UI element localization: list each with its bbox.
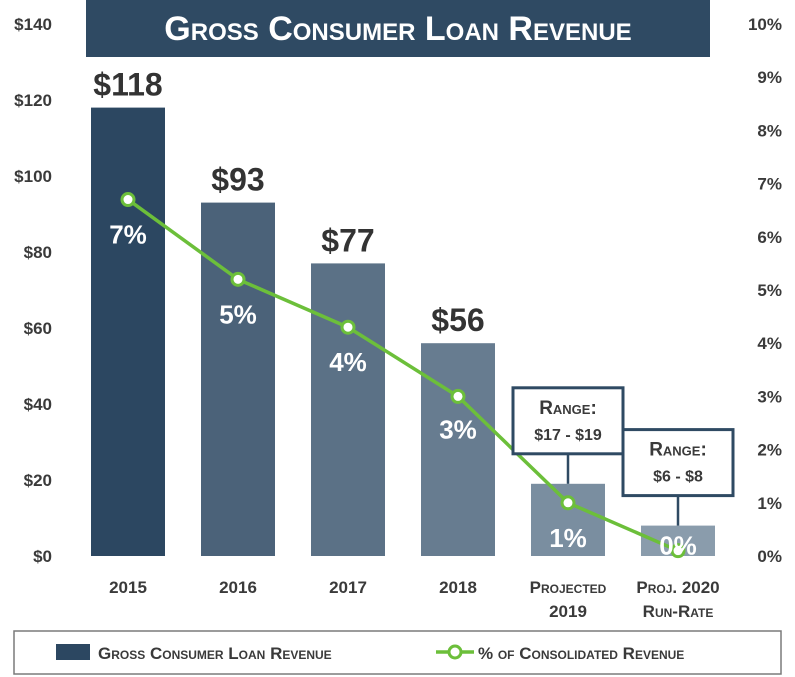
left-axis-tick-label: $80 — [24, 243, 52, 262]
line-point-label: 3% — [439, 414, 477, 444]
range-callouts: Range: $17 - $19 Range: $6 - $8 — [511, 386, 735, 526]
bar-value-label: $93 — [211, 162, 264, 198]
legend: Gross Consumer Loan Revenue % of Consolid… — [13, 630, 782, 675]
title-banner — [86, 0, 710, 57]
right-axis-tick-label: 3% — [757, 387, 782, 406]
line-point-label: 4% — [329, 347, 367, 377]
right-axis-tick-label: 6% — [757, 228, 782, 247]
bar-value-label: $56 — [431, 302, 484, 338]
x-tick-label: 2016 — [219, 578, 257, 597]
x-tick-label: 2019 — [549, 602, 587, 621]
line-point — [340, 319, 356, 335]
x-tick-label: Run-Rate — [643, 602, 714, 621]
right-axis-tick-label: 7% — [757, 175, 782, 194]
x-tick-label: Projected — [530, 578, 607, 597]
line-point — [670, 543, 686, 559]
range-callout-box — [621, 428, 735, 498]
legend-line-label: % of Consolidated Revenue — [478, 644, 684, 663]
x-axis: 2015 2016 2017 2018 Projected 2019 Proj. 2020 R… — [109, 578, 720, 621]
range-callout-text: Range: — [539, 398, 597, 419]
line-point — [120, 192, 136, 208]
line-point — [450, 388, 466, 404]
left-axis-tick-label: $20 — [24, 471, 52, 490]
legend-bar-label: Gross Consumer Loan Revenue — [98, 644, 332, 663]
left-axis-tick-label: $140 — [14, 15, 52, 34]
bar — [311, 263, 385, 556]
left-axis: $0 $20 $40 $60 $80 $100 $120 $140 — [14, 15, 52, 566]
x-tick-label: 2017 — [329, 578, 367, 597]
legend-frame — [13, 630, 782, 675]
left-axis-tick-label: $40 — [24, 395, 52, 414]
right-axis: 0% 1% 2% 3% 4% 5% 6% 7% 8% 9% 10% — [748, 15, 782, 566]
range-callout-text: $6 - $8 — [653, 469, 703, 486]
bar-series: $118 $93 $77 $56 — [91, 67, 715, 556]
right-axis-tick-label: 5% — [757, 281, 782, 300]
line-point — [230, 271, 246, 287]
line-point-label: 7% — [109, 220, 147, 250]
legend-bar-swatch — [56, 644, 90, 660]
right-axis-tick-label: 9% — [757, 68, 782, 87]
right-axis-tick-label: 8% — [757, 121, 782, 140]
left-axis-tick-label: $120 — [14, 91, 52, 110]
bar — [91, 107, 165, 556]
x-tick-label: 2015 — [109, 578, 147, 597]
range-callout-text: Range: — [649, 440, 707, 461]
right-axis-tick-label: 4% — [757, 334, 782, 353]
line-point-label: 0% — [659, 531, 697, 561]
left-axis-tick-label: $0 — [33, 547, 52, 566]
bar — [421, 343, 495, 556]
bar — [201, 202, 275, 556]
bar-value-label: $77 — [321, 222, 374, 258]
line-point — [560, 495, 576, 511]
series-line — [126, 198, 679, 553]
range-callout-box — [511, 386, 625, 456]
x-tick-label: 2018 — [439, 578, 477, 597]
right-axis-tick-label: 1% — [757, 494, 782, 513]
chart-title: Gross Consumer Loan Revenue — [164, 10, 631, 48]
title-group: Gross Consumer Loan Revenue — [86, 0, 710, 57]
right-axis-tick-label: 2% — [757, 441, 782, 460]
left-axis-tick-label: $60 — [24, 319, 52, 338]
right-axis-tick-label: 10% — [748, 15, 782, 34]
x-tick-label: Proj. 2020 — [636, 578, 719, 597]
left-axis-tick-label: $100 — [14, 167, 52, 186]
line-series: 7% 5% 4% 3% 1% 0% — [109, 192, 697, 561]
legend-line-marker — [447, 644, 463, 660]
bar-value-label: $118 — [93, 67, 162, 103]
right-axis-tick-label: 0% — [757, 547, 782, 566]
range-callout-text: $17 - $19 — [534, 427, 602, 444]
line-point-label: 1% — [549, 523, 587, 553]
line-point-label: 5% — [219, 299, 257, 329]
